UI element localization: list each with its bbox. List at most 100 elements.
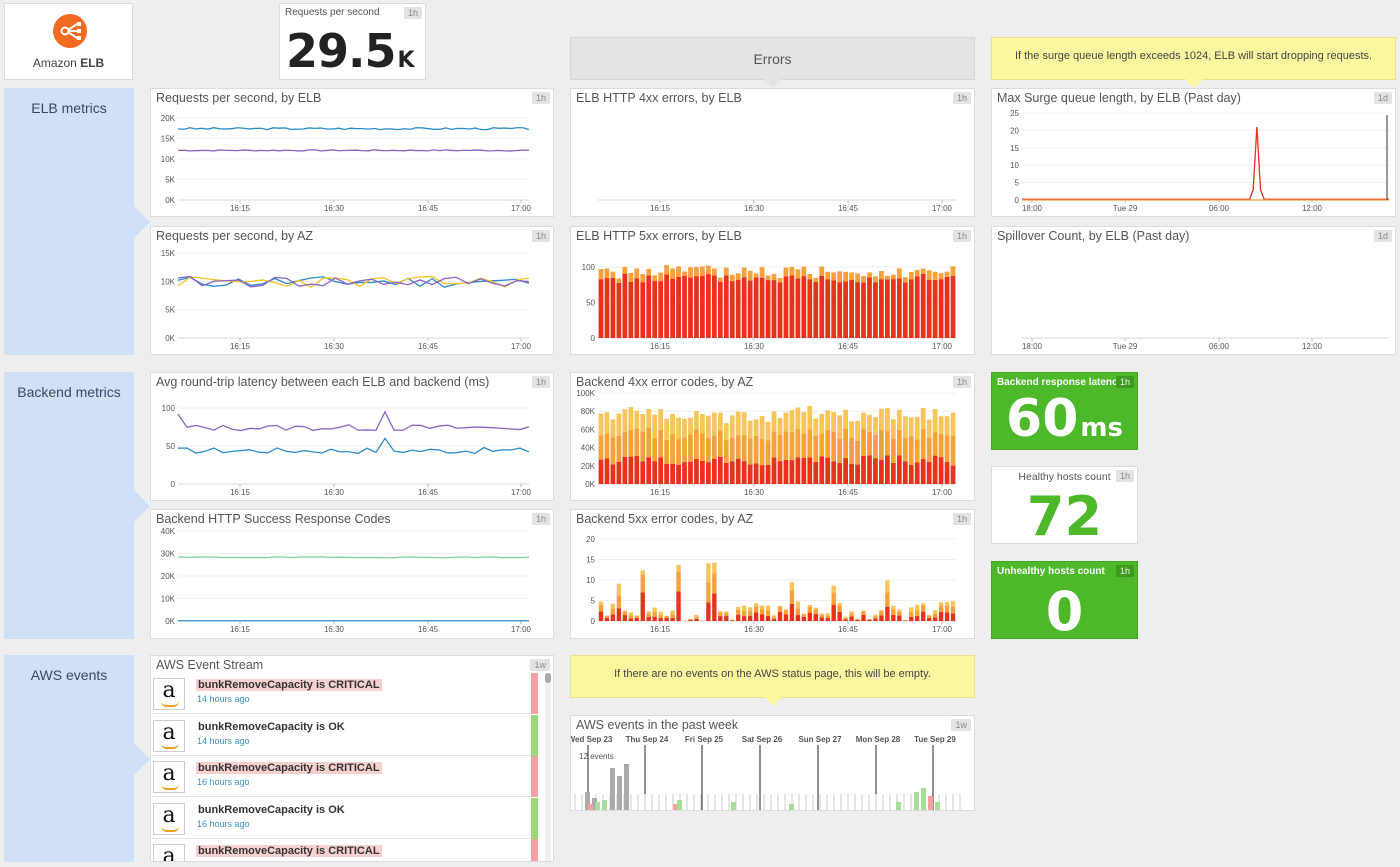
bar-segment — [753, 612, 759, 621]
y-tick-label: 0K — [165, 334, 175, 343]
event-row[interactable]: a bunkRemoveCapacity is OK 16 hours ago — [151, 797, 538, 839]
bar-segment — [896, 278, 902, 338]
surge-note: If the surge queue length exceeds 1024, … — [991, 37, 1396, 88]
timeframe-badge[interactable]: 1h — [952, 513, 971, 525]
y-tick-label: 20 — [1010, 126, 1019, 135]
x-tick-label: 17:00 — [511, 625, 532, 634]
bar-segment — [682, 462, 687, 484]
chart-rps-by-elb[interactable]: Requests per second, by ELB 1h 20K 15K 10K… — [150, 88, 554, 217]
bar-segment — [825, 615, 830, 619]
chart-rps-by-az[interactable]: Requests per second, by AZ 1h 15K 10K 5K 0K… — [150, 226, 554, 355]
bar-segment — [688, 618, 693, 620]
bar-segment — [759, 614, 765, 621]
timeframe-badge[interactable]: 1h — [531, 513, 550, 525]
x-tick-label: 16:30 — [744, 342, 765, 351]
bar-segment — [843, 271, 848, 282]
bar-segment — [694, 614, 699, 617]
timeframe-badge[interactable]: 1h — [531, 376, 550, 388]
event-message[interactable]: bunkRemoveCapacity is OK — [198, 720, 345, 733]
timeframe-badge[interactable]: 1w — [951, 719, 971, 731]
timeframe-badge[interactable]: 1h — [531, 230, 550, 242]
bar-segment — [891, 609, 896, 615]
event-message[interactable]: bunkRemoveCapacity is OK — [198, 803, 345, 816]
y-tick-label: 100 — [582, 263, 596, 272]
event-row[interactable]: a bunkRemoveCapacity is CRITICAL 14 hours … — [151, 673, 538, 714]
bar-segment — [902, 282, 908, 338]
bar-segment — [712, 573, 717, 594]
chart-http-4xx[interactable]: ELB HTTP 4xx errors, by ELB 1h 16:15 16:3… — [570, 88, 975, 217]
x-tick-label: 16:15 — [230, 342, 251, 351]
y-tick-label: 0K — [165, 617, 175, 626]
bar-segment — [676, 591, 681, 621]
event-row[interactable]: a bunkRemoveCapacity is CRITICAL 16 hours … — [151, 839, 538, 861]
bar-segment — [735, 435, 741, 459]
bar-segment — [879, 408, 884, 430]
bar-segment — [604, 433, 610, 459]
timeframe-badge[interactable]: 1h — [531, 92, 550, 104]
bar-segment — [944, 435, 950, 462]
bar-segment — [914, 462, 920, 484]
chart-surge-queue[interactable]: Max Surge queue length, by ELB (Past day… — [991, 88, 1396, 217]
event-bar — [935, 802, 940, 810]
kpi-unhealthy-hosts[interactable]: Unhealthy hosts count 1h 0 — [991, 561, 1138, 643]
event-message[interactable]: bunkRemoveCapacity is CRITICAL — [196, 762, 382, 774]
event-message[interactable]: bunkRemoveCapacity is CRITICAL — [196, 845, 382, 857]
series-line-elb-1 — [177, 127, 530, 131]
timeframe-badge[interactable]: 1h — [1115, 565, 1134, 577]
timeframe-badge[interactable]: 1h — [952, 230, 971, 242]
kpi-healthy-hosts[interactable]: Healthy hosts count 1h 72 — [991, 466, 1138, 548]
timeframe-badge[interactable]: 1h — [1115, 470, 1134, 482]
bar-segment — [861, 610, 866, 612]
event-row[interactable]: a bunkRemoveCapacity is CRITICAL 16 hours … — [151, 756, 538, 797]
chart-latency[interactable]: Avg round-trip latency between each ELB … — [150, 372, 554, 501]
y-tick-label: 30K — [161, 550, 176, 559]
chart-http-5xx[interactable]: ELB HTTP 5xx errors, by ELB 1h 100 50 0 16:… — [570, 226, 975, 355]
status-stripe — [531, 756, 538, 797]
x-tick-label: 16:15 — [650, 488, 671, 497]
event-scrollbar[interactable] — [545, 673, 551, 861]
chart-title: Avg round-trip latency between each ELB … — [156, 375, 490, 389]
y-tick-label: 10 — [586, 576, 595, 585]
chart-backend-4xx[interactable]: Backend 4xx error codes, by AZ 1h 100K 80… — [570, 372, 975, 501]
bar-segment — [598, 279, 604, 338]
bar-segment — [694, 618, 699, 621]
bar-segment — [783, 431, 789, 460]
timeframe-badge[interactable]: 1d — [1373, 92, 1392, 104]
bar-segment — [723, 267, 729, 276]
bar-segment — [706, 602, 711, 621]
aws-event-stream[interactable]: AWS Event Stream 1w a bunkRemoveCapacity … — [150, 655, 554, 862]
bar-segment — [711, 412, 717, 436]
bar-segment — [706, 563, 711, 583]
chart-aws-events-week[interactable]: AWS events in the past week 1w Wed Sep 2… — [570, 715, 975, 811]
elb-logo-icon — [53, 14, 87, 48]
event-message[interactable]: bunkRemoveCapacity is CRITICAL — [196, 679, 382, 691]
bar-segment — [932, 617, 938, 621]
bar-segment — [807, 604, 812, 607]
bar-segment — [652, 275, 658, 282]
chart-backend-5xx[interactable]: Backend 5xx error codes, by AZ 1h 20 15 10… — [570, 509, 975, 639]
bar-segment — [747, 464, 753, 484]
chart-success-codes[interactable]: Backend HTTP Success Response Codes 1h 4… — [150, 509, 554, 639]
rps-widget[interactable]: Requests per second 1h 29.5K — [279, 3, 426, 80]
bar-segment — [801, 457, 807, 484]
y-tick-label: 25 — [1010, 109, 1019, 118]
timeframe-badge[interactable]: 1h — [952, 376, 971, 388]
bar-segment — [598, 435, 604, 460]
kpi-backend-latency[interactable]: Backend response latency 1h 60ms — [991, 372, 1138, 450]
bar-segment — [610, 614, 616, 621]
chart-spillover[interactable]: Spillover Count, by ELB (Past day) 1d 18… — [991, 226, 1396, 355]
timeframe-badge[interactable]: 1d — [1373, 230, 1392, 242]
bar-segment — [855, 619, 860, 621]
bar-segment — [813, 461, 819, 484]
timeframe-badge[interactable]: 1w — [530, 659, 550, 671]
event-row[interactable]: a bunkRemoveCapacity is OK 14 hours ago — [151, 714, 538, 756]
bar-segment — [938, 611, 944, 621]
bar-segment — [944, 605, 950, 613]
timeframe-badge[interactable]: 1h — [403, 7, 422, 19]
x-tick-label: 16:45 — [838, 204, 859, 213]
bar-segment — [819, 413, 825, 434]
bar-segment — [896, 268, 902, 279]
timeframe-badge[interactable]: 1h — [952, 92, 971, 104]
timeframe-badge[interactable]: 1h — [1115, 376, 1134, 388]
bar-segment — [640, 570, 645, 575]
